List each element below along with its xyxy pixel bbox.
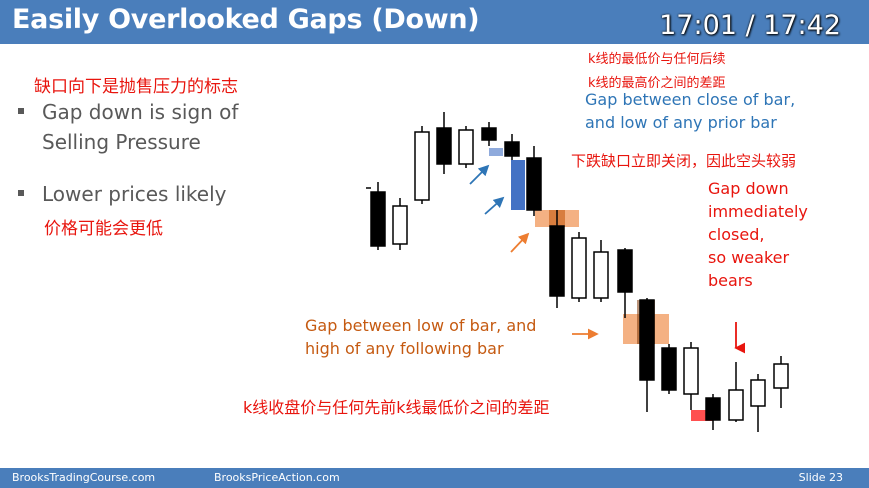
footer-link-brookspriceaction[interactable]: BrooksPriceAction.com xyxy=(214,471,340,484)
slide-title: Easily Overlooked Gaps (Down) xyxy=(12,4,480,35)
blue-arrow-2 xyxy=(484,196,505,215)
blue-gap-highlight-1 xyxy=(489,148,503,156)
bullet-2-line-1: Lower prices likely xyxy=(42,182,227,206)
cn-annotation-top-2: k线的最高价之间的差距 xyxy=(588,76,726,91)
red-annotation-line-5: bears xyxy=(708,271,753,290)
bullet-2-cn: 价格可能会更低 xyxy=(44,219,163,239)
cn-annotation-bottom: k线收盘价与任何先前k线最低价之间的差距 xyxy=(243,398,550,417)
orange-annotation-1: Gap between low of bar, and xyxy=(305,316,537,335)
cn-heading: 缺口向下是抛售压力的标志 xyxy=(34,77,238,97)
orange-annotation-2: high of any following bar xyxy=(305,339,504,358)
footer-link-brookstradingcourse[interactable]: BrooksTradingCourse.com xyxy=(12,471,156,484)
blue-arrow-1 xyxy=(469,164,490,185)
bullet-marker-2 xyxy=(18,190,24,196)
cn-annotation-right: 下跌缺口立即关闭，因此空头较弱 xyxy=(571,152,797,170)
title-bar xyxy=(0,0,869,44)
orange-arrow-1 xyxy=(510,232,530,253)
red-annotation-line-2: immediately xyxy=(708,202,808,221)
bullet-1-line-2: Selling Pressure xyxy=(42,130,201,154)
red-annotation-line-4: so weaker xyxy=(708,248,790,267)
footer-bar: BrooksTradingCourse.com BrooksPriceActio… xyxy=(0,468,869,488)
red-gap-highlight xyxy=(691,410,713,421)
bullet-marker-1 xyxy=(18,108,24,114)
bullet-1-line-1: Gap down is sign of xyxy=(42,100,239,124)
red-annotation: Gap down immediately closed, so weaker b… xyxy=(708,177,808,292)
cn-annotation-top-1: k线的最低价与任何后续 xyxy=(588,52,726,67)
video-timer: 17:01 / 17:42 xyxy=(659,10,841,41)
red-annotation-line-1: Gap down xyxy=(708,179,789,198)
blue-annotation-2: and low of any prior bar xyxy=(585,113,777,132)
slide-number: Slide 23 xyxy=(798,471,843,484)
blue-gap-highlight-2 xyxy=(511,160,525,210)
blue-annotation-1: Gap between close of bar, xyxy=(585,90,796,109)
red-annotation-line-3: closed, xyxy=(708,225,765,244)
